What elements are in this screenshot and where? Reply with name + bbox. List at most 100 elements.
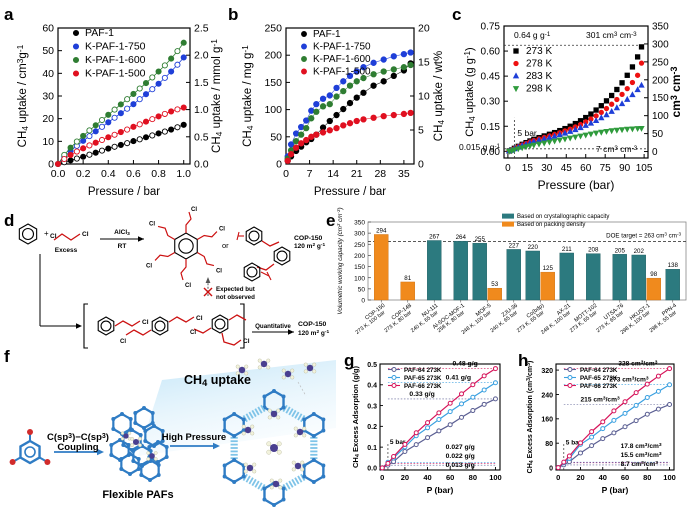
panel-e-chart: 0 50 100 150 200 250 300 350 Volumetric working …: [334, 207, 692, 350]
svg-text:Based on packing density: Based on packing density: [517, 222, 585, 228]
svg-text:0: 0: [418, 159, 424, 171]
svg-text:17.8 cm3/cm3: 17.8 cm3/cm3: [621, 442, 662, 450]
svg-text:Cl: Cl: [149, 221, 155, 227]
svg-text:278 K: 278 K: [526, 59, 552, 70]
svg-text:60: 60: [580, 163, 592, 174]
svg-text:0.60: 0.60: [481, 47, 501, 58]
panel-a-svg: 0 10 20 30 40 50 60 0.0 0.5 1.0 1.5 2.0 2.5 0.0 0.2 0.4…: [15, 23, 224, 199]
svg-text:301 cm3 cm-3: 301 cm3 cm-3: [586, 30, 637, 40]
panel-f-illustration: C(sp3)−C(sp3) Coupling Flexible PAFs High P…: [6, 352, 342, 512]
svg-text:100: 100: [264, 104, 282, 116]
svg-text:Cl: Cl: [219, 227, 225, 233]
svg-text:PAF-64 273K: PAF-64 273K: [404, 367, 442, 374]
svg-text:0.3: 0.3: [367, 403, 377, 410]
svg-text:Coupling: Coupling: [57, 442, 98, 453]
svg-text:202: 202: [634, 248, 645, 255]
svg-text:35: 35: [398, 168, 410, 180]
svg-text:40: 40: [42, 68, 54, 80]
svg-text:CH4 uptake / cm3g-1: CH4 uptake / cm3g-1: [15, 44, 30, 147]
svg-text:5: 5: [418, 125, 424, 137]
svg-text:80: 80: [643, 473, 651, 482]
svg-text:138: 138: [668, 262, 679, 269]
svg-text:0: 0: [652, 147, 658, 158]
svg-text:Cl: Cl: [190, 330, 196, 336]
svg-text:Cl: Cl: [185, 283, 191, 289]
svg-text:283 K: 283 K: [526, 71, 552, 82]
svg-text:Pressure / bar: Pressure / bar: [314, 186, 386, 198]
bar-crystallographic: [586, 253, 601, 301]
svg-text:0.2: 0.2: [367, 424, 377, 431]
svg-text:350: 350: [354, 220, 365, 227]
svg-text:+: +: [44, 229, 49, 238]
panel-label-g: g: [344, 351, 355, 370]
svg-text:K-PAF-1-500: K-PAF-1-500: [85, 68, 146, 80]
svg-text:350: 350: [652, 22, 669, 33]
svg-text:5 bar: 5 bar: [390, 439, 406, 446]
svg-text:CH4 uptake / mg g-1: CH4 uptake / mg g-1: [240, 45, 255, 147]
svg-text:PAF-1: PAF-1: [85, 27, 114, 39]
svg-text:0: 0: [380, 473, 384, 482]
panel-g-svg: 0.0 0.1 0.2 0.3 0.4 0.5 0 20 40 60 80 100 P (bar) CH4…: [351, 361, 502, 495]
svg-text:294: 294: [376, 227, 387, 234]
panel-h-svg: 0 80 160 240 320 0 20 40 60 80 100 P (bar) CH4 Exces…: [526, 360, 675, 495]
panel-label-e: e: [326, 211, 336, 230]
svg-text:250: 250: [652, 57, 669, 68]
svg-text:CH4 uptake: CH4 uptake: [184, 373, 251, 388]
svg-text:PAF-66 273K: PAF-66 273K: [580, 383, 618, 390]
svg-text:not observed: not observed: [216, 294, 255, 301]
svg-text:0.0: 0.0: [51, 168, 66, 180]
bar-crystallographic: [631, 254, 646, 301]
svg-text:C(sp3)−C(sp3): C(sp3)−C(sp3): [47, 432, 109, 443]
svg-text:328 cm3/cm3: 328 cm3/cm3: [618, 360, 657, 368]
svg-text:211: 211: [562, 246, 572, 253]
bar-crystallographic: [612, 254, 627, 301]
svg-text:Excess: Excess: [55, 247, 78, 254]
svg-text:0.00: 0.00: [481, 147, 501, 158]
svg-text:0.15: 0.15: [481, 122, 501, 133]
svg-text:5 bar: 5 bar: [566, 439, 582, 446]
svg-text:PAF-64 273K: PAF-64 273K: [580, 367, 618, 374]
svg-text:98: 98: [650, 271, 657, 278]
svg-text:PAF-65 273K: PAF-65 273K: [404, 375, 442, 382]
svg-text:Cl: Cl: [120, 339, 126, 345]
svg-text:0.0: 0.0: [194, 159, 209, 171]
svg-text:30: 30: [541, 163, 553, 174]
svg-text:250: 250: [264, 23, 282, 35]
panel-label-h: h: [518, 351, 529, 370]
svg-text:Expected but: Expected but: [216, 286, 255, 293]
svg-text:14: 14: [327, 168, 339, 180]
svg-text:0: 0: [361, 298, 365, 305]
svg-text:0.027 g/g: 0.027 g/g: [446, 444, 475, 451]
svg-text:0.013 g/g: 0.013 g/g: [446, 462, 475, 469]
panel-label-c: c: [452, 5, 462, 24]
svg-text:1.0: 1.0: [194, 104, 209, 116]
svg-text:30: 30: [42, 91, 54, 103]
svg-text:0.4: 0.4: [101, 168, 116, 180]
svg-text:0: 0: [48, 159, 54, 171]
svg-text:AlCl3: AlCl3: [114, 229, 130, 237]
svg-text:0.64 g g-1: 0.64 g g-1: [514, 30, 551, 40]
svg-text:0.8: 0.8: [151, 168, 166, 180]
svg-text:COP-150: COP-150: [294, 235, 323, 242]
svg-text:0: 0: [505, 163, 511, 174]
svg-text:7 cm3 cm-3: 7 cm3 cm-3: [596, 144, 638, 154]
svg-text:100: 100: [489, 473, 502, 482]
svg-text:105: 105: [636, 163, 653, 174]
svg-text:20: 20: [42, 113, 54, 125]
svg-text:0: 0: [556, 473, 560, 482]
svg-text:80: 80: [469, 473, 477, 482]
panel-c-svg: 0.000.150.300.450.600.750501001502002503…: [459, 22, 683, 193]
svg-text:15: 15: [418, 57, 430, 69]
svg-text:255: 255: [475, 236, 486, 243]
svg-text:50: 50: [270, 131, 282, 143]
panel-c-chart: 0.00 0.15 0.30 0.45 0.60 0.75 0 50 100 150 200 250 3…: [459, 6, 690, 208]
svg-text:300: 300: [354, 231, 365, 238]
svg-text:CH4 uptake (g g-1): CH4 uptake (g g-1): [463, 47, 476, 136]
svg-text:150: 150: [652, 93, 669, 104]
panel-a-chart: 0 10 20 30 40 50 60 0.0 0.5 1.0 1.5 2.0 2.5 0.0 0.2 0.4…: [14, 6, 226, 206]
svg-text:High Pressure: High Pressure: [162, 432, 226, 443]
svg-text:160: 160: [541, 417, 553, 424]
svg-text:120 m2 g-1: 120 m2 g-1: [294, 242, 325, 250]
panel-h-chart: 0 80 160 240 320 0 20 40 60 80 100 P (bar) CH4 Exces…: [522, 352, 692, 510]
svg-text:150: 150: [354, 264, 365, 271]
